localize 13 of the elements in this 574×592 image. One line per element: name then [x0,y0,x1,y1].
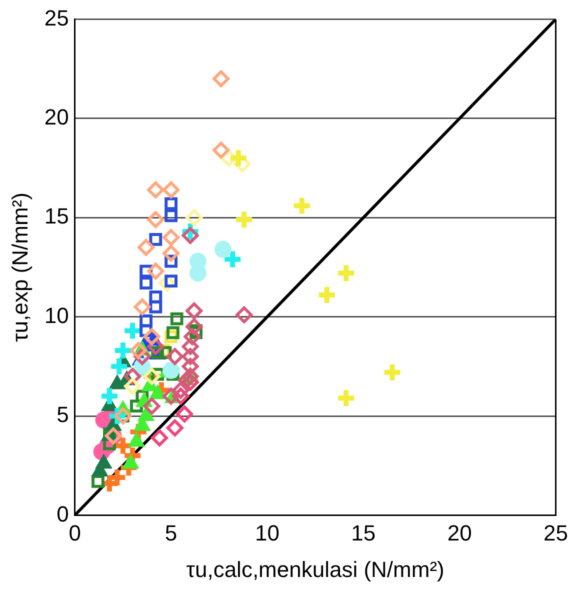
x-tick-label: 15 [351,520,376,546]
x-tick-label: 25 [544,520,568,546]
y-axis-title: τu,exp (N/mm²) [7,192,32,342]
y-tick-label: 0 [56,501,69,526]
y-tick-label: 5 [56,402,69,428]
x-tick-label: 10 [254,520,280,546]
y-tick-label: 15 [44,204,69,229]
y-tick-label: 10 [44,302,69,328]
y-tick-label: 20 [44,104,69,130]
x-tick-label: 20 [447,520,472,546]
x-tick-label: 5 [164,520,178,546]
x-axis-title: τu,calc,menkulasi (N/mm²) [186,556,444,582]
y-tick-label: 25 [44,5,69,30]
